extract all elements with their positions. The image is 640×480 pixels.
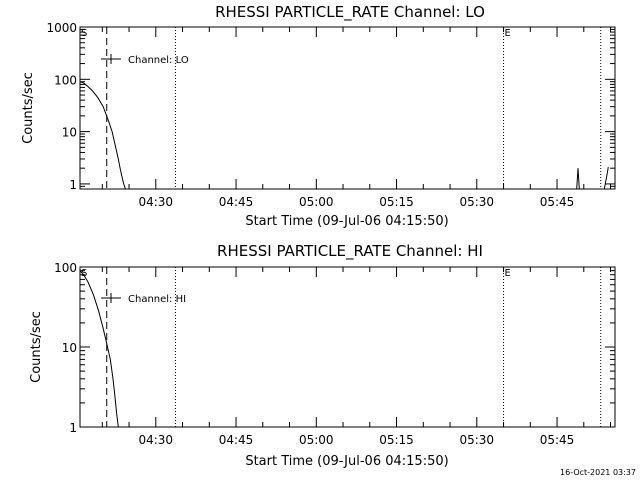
y-tick-label: 10 bbox=[62, 341, 77, 355]
x-tick-label: 05:15 bbox=[379, 195, 414, 209]
marker-label: E bbox=[505, 28, 511, 39]
x-tick-label: 05:00 bbox=[299, 433, 334, 447]
x-tick-label: 04:45 bbox=[219, 195, 254, 209]
y-tick-label: 1 bbox=[69, 178, 77, 192]
legend: Channel: HI bbox=[101, 293, 186, 305]
marker-label: S bbox=[81, 28, 87, 39]
x-tick-label: 05:15 bbox=[379, 433, 414, 447]
chart-title: RHESSI PARTICLE_RATE Channel: LO bbox=[215, 3, 485, 22]
y-tick-label: 100 bbox=[54, 261, 77, 275]
legend-label: Channel: HI bbox=[128, 294, 186, 305]
x-axis-label: Start Time (09-Jul-06 04:15:50) bbox=[245, 454, 448, 469]
x-tick-label: 05:45 bbox=[540, 195, 575, 209]
x-axis-label: Start Time (09-Jul-06 04:15:50) bbox=[245, 214, 448, 229]
x-tick-label: 05:00 bbox=[299, 195, 334, 209]
x-axis: 04:30 04:45 05:00 05:15 05:30 05:45 bbox=[101, 267, 612, 447]
x-tick-label: 04:30 bbox=[138, 433, 173, 447]
y-tick-label: 1000 bbox=[46, 21, 77, 35]
x-tick-label: 05:45 bbox=[540, 433, 575, 447]
y-axis-label: Counts/sec bbox=[29, 311, 44, 383]
chart-title: RHESSI PARTICLE_RATE Channel: HI bbox=[217, 242, 483, 261]
marker-label: S bbox=[81, 268, 87, 279]
series-line bbox=[576, 168, 580, 190]
y-axis: 1 10 100 1000 bbox=[46, 21, 615, 192]
timestamp: 16-Oct-2021 03:37 bbox=[560, 468, 636, 477]
legend-label: Channel: LO bbox=[128, 55, 189, 66]
y-tick-label: 10 bbox=[62, 126, 77, 140]
y-axis: 1 10 100 bbox=[54, 261, 615, 435]
y-tick-label: 1 bbox=[69, 421, 77, 435]
x-tick-label: 04:30 bbox=[138, 195, 173, 209]
series-line bbox=[79, 81, 126, 190]
marker-label: E bbox=[505, 268, 511, 279]
series-line bbox=[79, 270, 119, 428]
x-axis: 04:30 04:45 05:00 05:15 05:30 05:45 bbox=[101, 27, 612, 209]
x-tick-label: 05:30 bbox=[459, 195, 494, 209]
plot-frame bbox=[79, 26, 616, 190]
x-tick-label: 04:45 bbox=[219, 433, 254, 447]
y-axis-label: Counts/sec bbox=[21, 72, 36, 144]
legend: Channel: LO bbox=[101, 54, 189, 66]
y-tick-label: 100 bbox=[54, 73, 77, 87]
x-tick-label: 05:30 bbox=[459, 433, 494, 447]
